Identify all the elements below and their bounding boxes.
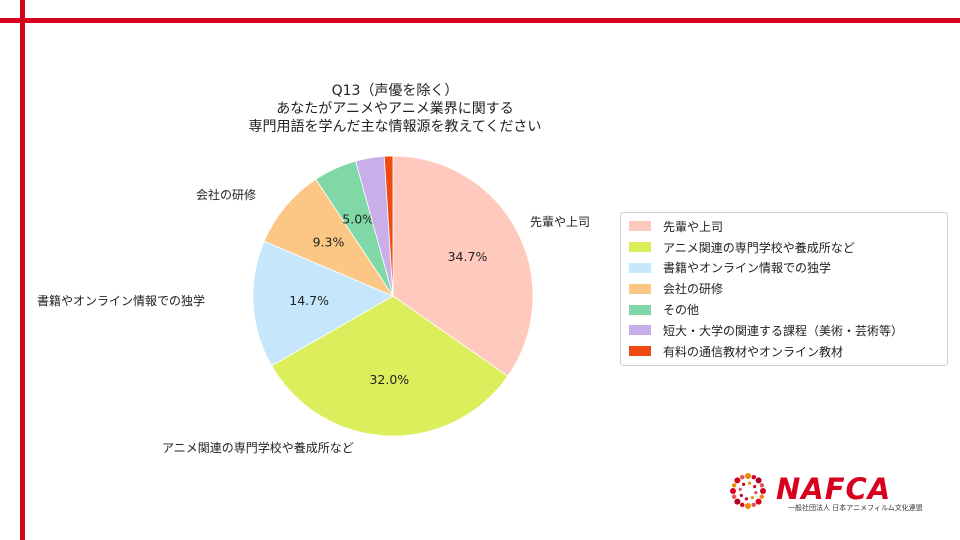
legend-item: 先輩や上司 xyxy=(621,216,947,237)
legend-swatch xyxy=(629,242,651,253)
logo-dot xyxy=(751,474,756,480)
logo-dot xyxy=(745,503,751,509)
legend-item: 短大・大学の関連する課程（美術・芸術等） xyxy=(621,320,947,341)
legend-item: アニメ関連の専門学校や養成所など xyxy=(621,237,947,258)
logo-wordmark: NAFCA xyxy=(776,472,892,506)
legend-item: 会社の研修 xyxy=(621,278,947,299)
legend-swatch xyxy=(629,304,651,315)
legend-label: 短大・大学の関連する課程（美術・芸術等） xyxy=(663,323,904,338)
logo-dot xyxy=(751,502,756,508)
legend-swatch xyxy=(629,346,651,357)
nafca-logo: NAFCA 一般社団法人 日本アニメフィルム文化連盟 xyxy=(726,470,926,514)
legend-label: 有料の通信教材やオンライン教材 xyxy=(663,344,844,359)
legend-item: 有料の通信教材やオンライン教材 xyxy=(621,341,947,362)
legend-item: その他 xyxy=(621,299,947,320)
logo-dot xyxy=(744,497,749,501)
slice-percent-label: 34.7% xyxy=(448,249,488,264)
logo-dot xyxy=(750,496,755,500)
logo-dot xyxy=(740,502,745,508)
slice-category-label: アニメ関連の専門学校や養成所など xyxy=(162,440,354,455)
pie-slice xyxy=(263,178,395,297)
chart-title: Q13（声優を除く） あなたがアニメやアニメ業界に関する 専門用語を学んだ主な情… xyxy=(180,82,610,136)
title-line-2: あなたがアニメやアニメ業界に関する xyxy=(276,101,514,117)
slice-percent-label: 32.0% xyxy=(369,372,409,387)
logo-dot xyxy=(753,484,757,489)
pie-slice xyxy=(271,295,509,437)
title-line-3: 専門用語を学んだ主な情報源を教えてください xyxy=(248,119,542,135)
slice-percent-label: 14.7% xyxy=(289,293,329,308)
slice-percent-label: 9.3% xyxy=(313,234,345,249)
logo-dot xyxy=(734,498,741,505)
nafca-dots-icon xyxy=(730,473,766,509)
logo-dot xyxy=(747,481,752,485)
slice-category-label: 先輩や上司 xyxy=(530,214,590,229)
legend-label: 先輩や上司 xyxy=(663,219,724,234)
logo-dot xyxy=(741,482,746,486)
legend-swatch xyxy=(629,221,651,232)
pie-slice xyxy=(383,155,394,297)
pie-slice xyxy=(252,240,394,367)
legend-label: その他 xyxy=(663,303,700,318)
logo-dot xyxy=(759,494,765,499)
legend-item: 書籍やオンライン情報での独学 xyxy=(621,258,947,279)
logo-dot xyxy=(760,488,766,494)
left-frame-line xyxy=(20,0,25,540)
logo-subtitle: 一般社団法人 日本アニメフィルム文化連盟 xyxy=(788,504,923,512)
legend-label: 書籍やオンライン情報での独学 xyxy=(663,261,832,276)
logo-dot xyxy=(755,477,762,484)
legend-label: アニメ関連の専門学校や養成所など xyxy=(663,240,855,255)
logo-dot xyxy=(754,490,758,495)
logo-dot xyxy=(740,474,745,480)
slice-percent-label: 5.0% xyxy=(342,212,374,227)
slice-category-label: 書籍やオンライン情報での独学 xyxy=(37,293,205,308)
logo-dot xyxy=(738,487,742,492)
logo-dot xyxy=(731,494,737,499)
logo-dot xyxy=(731,483,737,488)
pie-slice xyxy=(392,155,534,377)
logo-dot xyxy=(755,498,762,505)
top-frame-line xyxy=(0,18,960,23)
legend-swatch xyxy=(629,283,651,294)
logo-dot xyxy=(759,483,765,488)
legend-swatch xyxy=(629,262,651,273)
legend-swatch xyxy=(629,325,651,336)
logo-dot xyxy=(745,473,751,479)
logo-dot xyxy=(730,488,736,494)
title-line-1: Q13（声優を除く） xyxy=(331,83,459,99)
chart-legend: 先輩や上司アニメ関連の専門学校や養成所など 書籍やオンライン情報での独学 会社の研修… xyxy=(620,212,948,366)
slice-category-label: 会社の研修 xyxy=(196,187,256,202)
logo-dot xyxy=(734,477,741,484)
legend-label: 会社の研修 xyxy=(663,282,724,297)
logo-dot xyxy=(739,493,743,498)
